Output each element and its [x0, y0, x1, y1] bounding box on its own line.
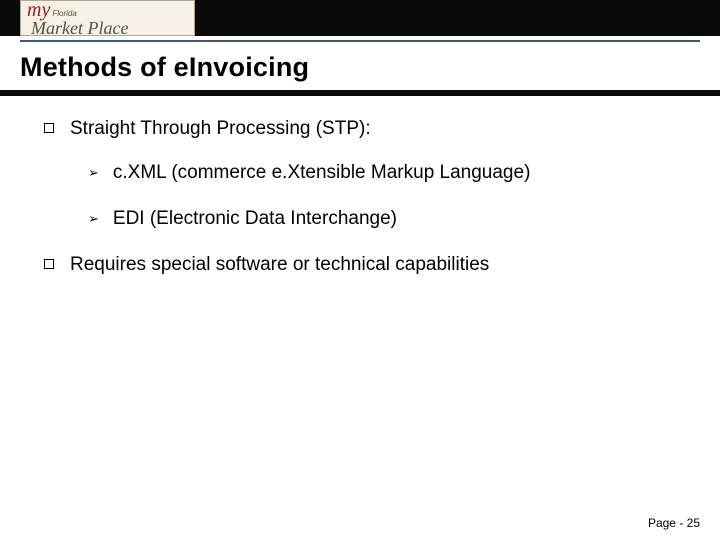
sub-bullet-text: EDI (Electronic Data Interchange) [113, 208, 397, 230]
sub-bullet-item: ➢ EDI (Electronic Data Interchange) [88, 208, 684, 230]
logo-text-florida: Florida [52, 9, 76, 18]
slide-content: Straight Through Processing (STP): ➢ c.X… [44, 118, 684, 298]
sub-bullet-item: ➢ c.XML (commerce e.Xtensible Markup Lan… [88, 162, 684, 184]
bullet-text: Requires special software or technical c… [70, 254, 489, 276]
bullet-text: Straight Through Processing (STP): [70, 118, 371, 140]
square-bullet-icon [44, 123, 54, 133]
square-bullet-icon [44, 259, 54, 269]
slide-title: Methods of eInvoicing [20, 52, 309, 83]
slide: myFlorida Market Place Methods of eInvoi… [0, 0, 720, 540]
logo-text-marketplace: Market Place [31, 18, 128, 38]
title-underline [0, 90, 720, 96]
header-bar: myFlorida Market Place [0, 0, 720, 36]
sub-bullet-text: c.XML (commerce e.Xtensible Markup Langu… [113, 162, 531, 184]
chevron-right-icon: ➢ [88, 211, 99, 227]
page-number: Page - 25 [648, 516, 700, 530]
bullet-item: Requires special software or technical c… [44, 254, 684, 276]
sub-bullet-group: ➢ c.XML (commerce e.Xtensible Markup Lan… [88, 162, 684, 230]
chevron-right-icon: ➢ [88, 165, 99, 181]
header-rule [20, 40, 700, 42]
logo: myFlorida Market Place [20, 0, 195, 36]
bullet-item: Straight Through Processing (STP): [44, 118, 684, 140]
